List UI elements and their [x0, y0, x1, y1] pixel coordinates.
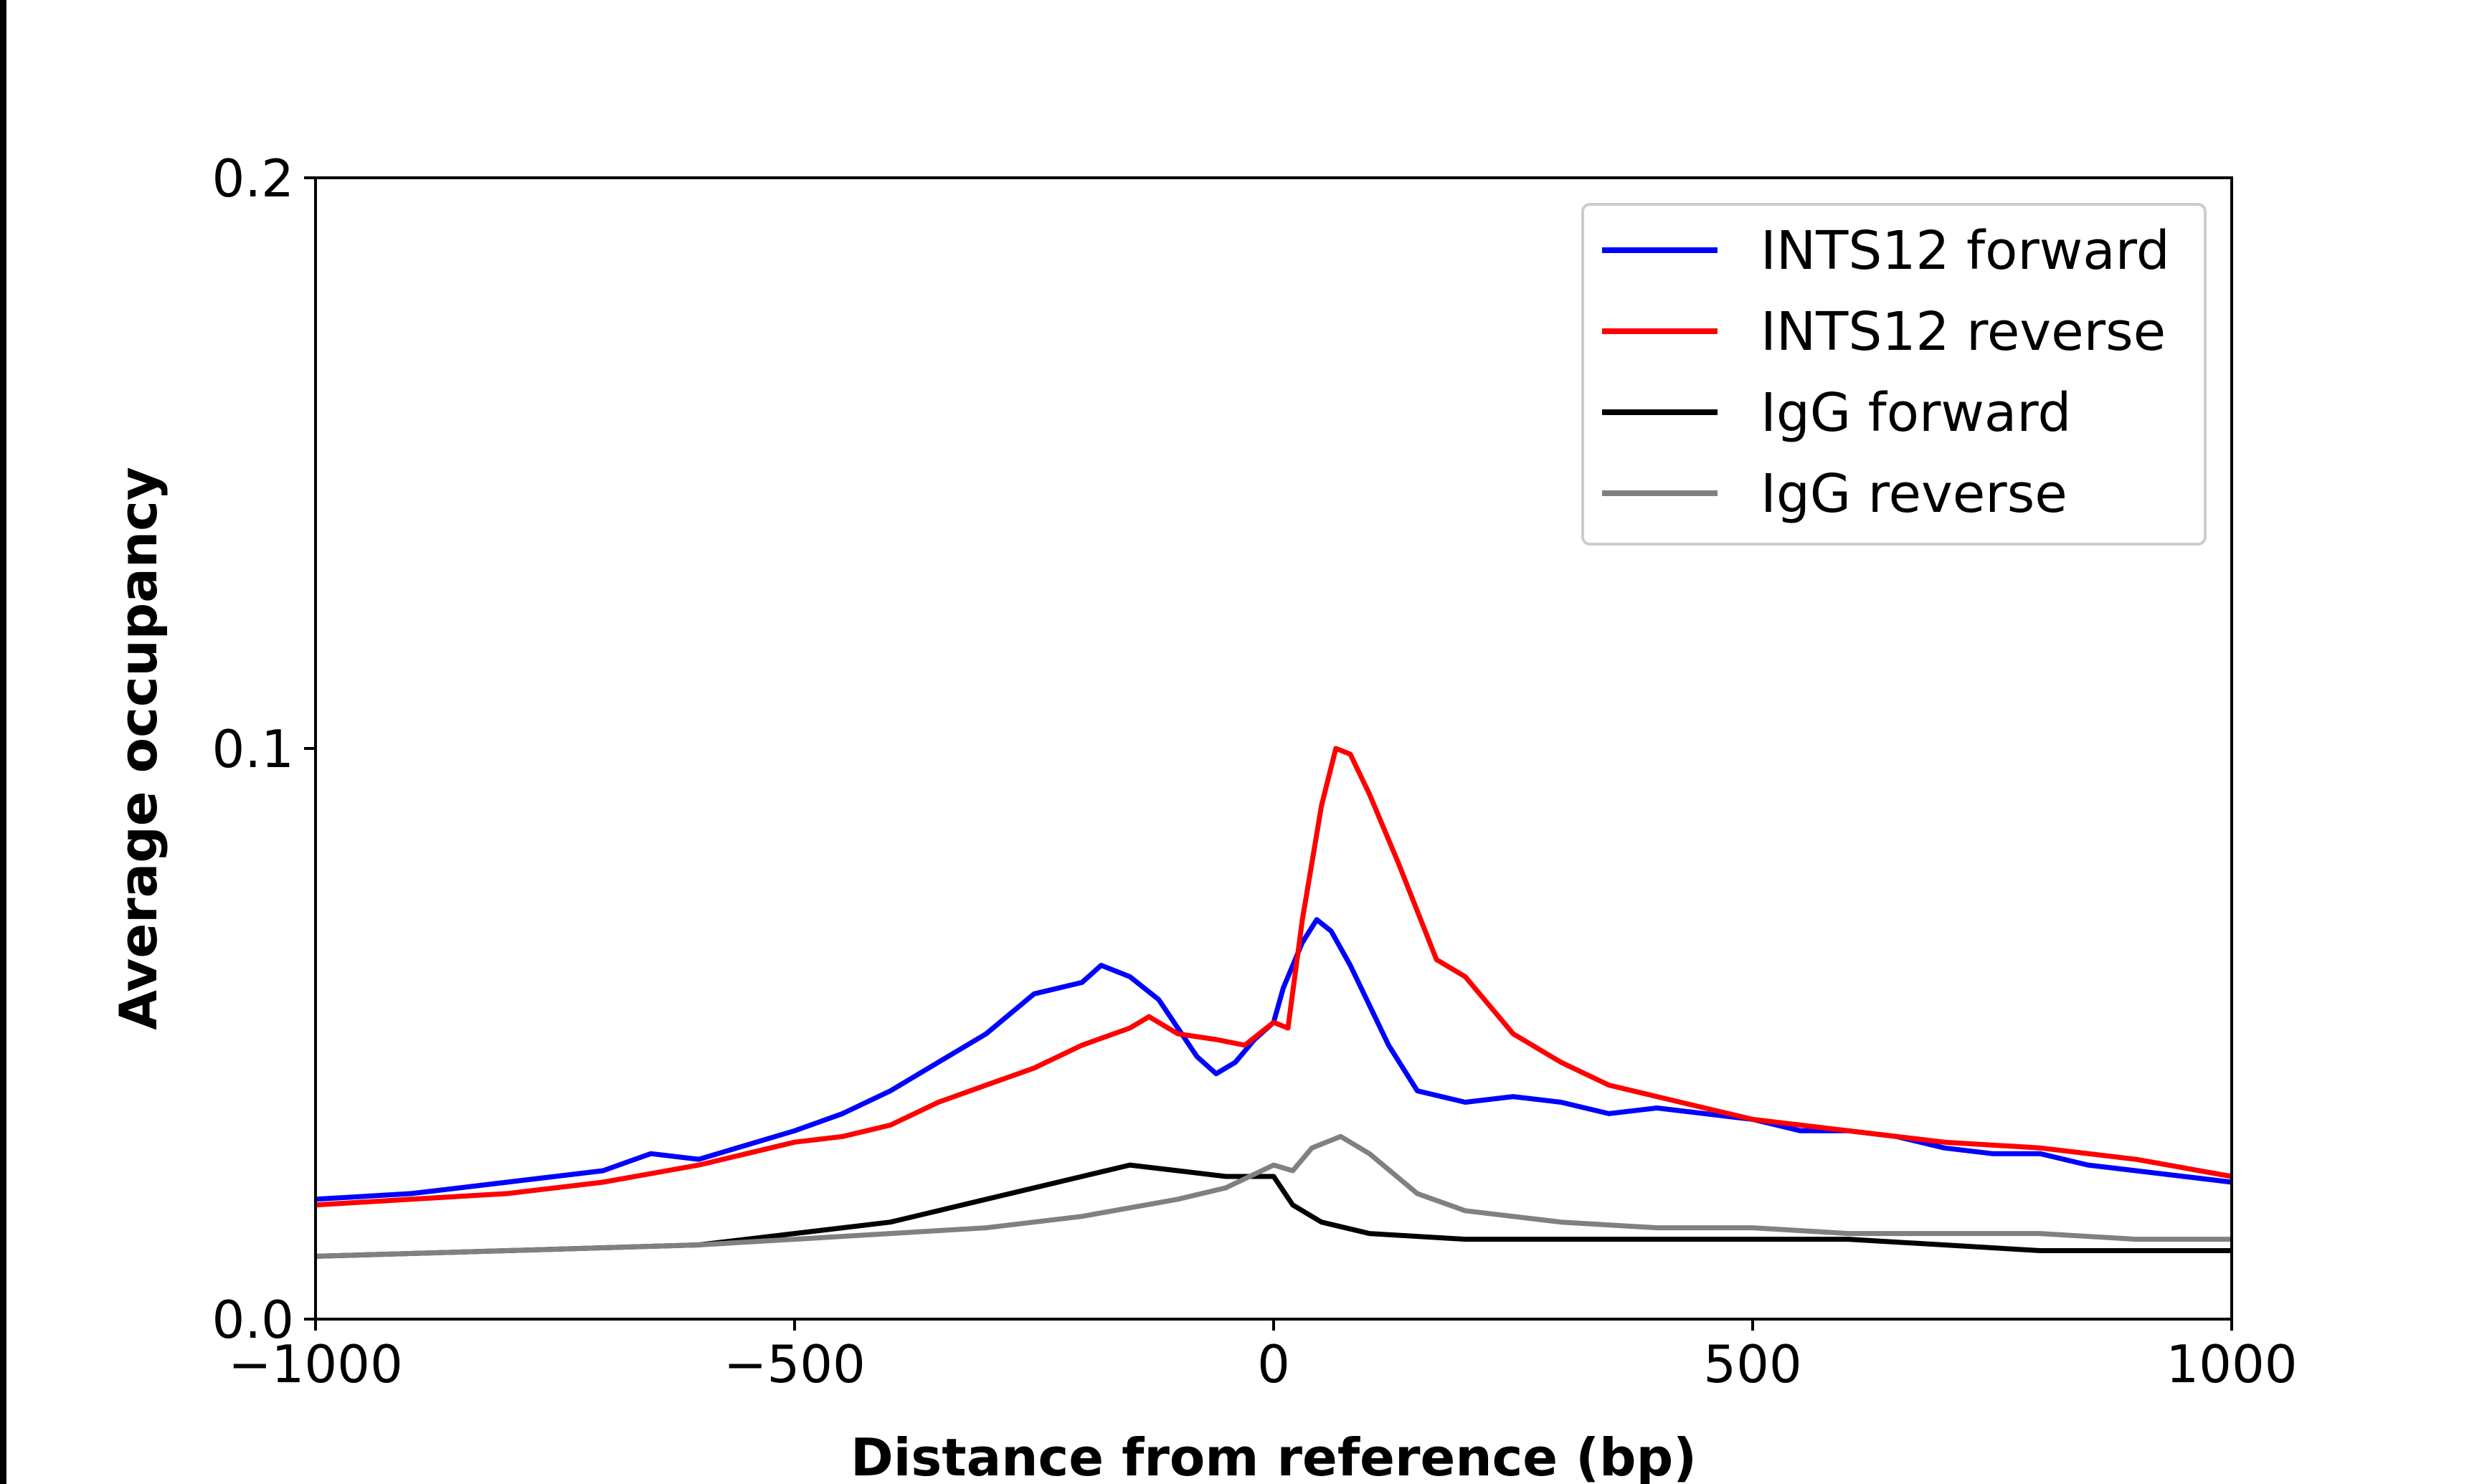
x-tick-label: −500 [724, 1334, 866, 1394]
legend-label: INTS12 forward [1761, 220, 2170, 282]
y-tick-label: 0.0 [212, 1290, 294, 1350]
series-line-ints12-forward [315, 917, 2232, 1202]
x-axis-label: Distance from reference (bp) [851, 1427, 1697, 1484]
y-axis: 0.0 0.1 0.2 [212, 148, 316, 1350]
series-line-igg-forward [315, 1162, 2232, 1259]
x-tick-label: 0 [1257, 1334, 1290, 1394]
legend-box [1581, 203, 2207, 546]
legend: INTS12 forward INTS12 reverse IgG forward I… [1581, 203, 2207, 546]
legend-label: IgG reverse [1761, 463, 2067, 525]
x-tick-label: −1000 [228, 1334, 403, 1394]
series-line-igg-reverse [315, 1133, 2232, 1259]
y-tick-label: 0.2 [212, 148, 294, 209]
legend-label: IgG forward [1761, 382, 2071, 444]
left-border [0, 0, 6, 1484]
x-axis: −1000 −500 0 500 1000 [228, 1319, 2298, 1394]
series-line-ints12-reverse [315, 746, 2232, 1208]
x-tick-label: 500 [1703, 1334, 1801, 1394]
x-tick-label: 1000 [2166, 1334, 2297, 1394]
plot-lines [315, 746, 2232, 1259]
legend-label: INTS12 reverse [1761, 301, 2166, 363]
y-axis-label: Average occupancy [108, 467, 169, 1030]
y-tick-label: 0.1 [212, 719, 294, 779]
